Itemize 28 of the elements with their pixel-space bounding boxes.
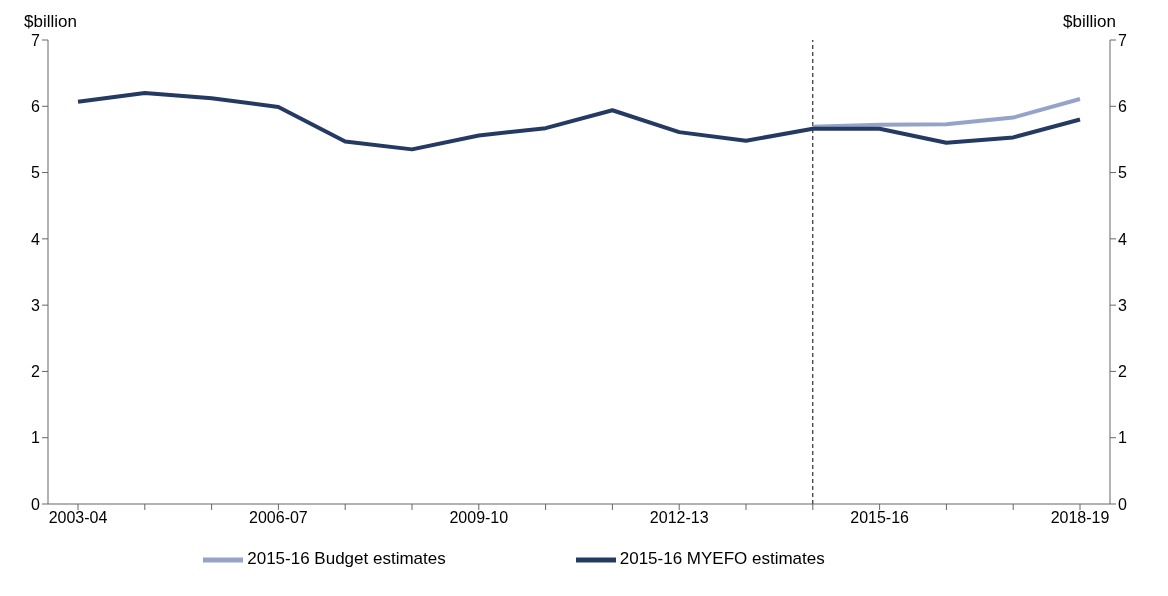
y2-tick-label: 2 xyxy=(1118,363,1127,381)
y-tick-label: 4 xyxy=(31,230,41,248)
x-tick-label: 2012-13 xyxy=(649,509,709,527)
line-series xyxy=(76,91,1082,152)
y-tick-label: 1 xyxy=(31,429,41,447)
y-tick-label: 6 xyxy=(31,97,41,115)
x-tick-label: 2018-19 xyxy=(1050,509,1110,527)
x-tick-label: 2015-16 xyxy=(850,509,910,527)
line-series xyxy=(810,96,1082,129)
y-tick-label: 5 xyxy=(31,164,41,182)
y2-tick-label: 7 xyxy=(1118,31,1127,49)
y2-tick-label: 0 xyxy=(1118,495,1127,513)
y-tick-label: 2 xyxy=(31,363,41,381)
y-tick-label: 7 xyxy=(31,31,41,49)
y-axis-title: $billion xyxy=(24,12,77,32)
y2-tick-label: 1 xyxy=(1118,429,1127,447)
x-tick-label: 2009-10 xyxy=(449,509,509,527)
legend-label: 2015-16 MYEFO estimates xyxy=(619,549,825,569)
y2-axis-title: $billion xyxy=(1063,12,1116,32)
y-tick-label: 0 xyxy=(31,495,41,513)
x-tick-label: 2003-04 xyxy=(48,509,108,527)
x-tick-label: 2006-07 xyxy=(249,509,308,527)
y2-tick-label: 6 xyxy=(1118,97,1127,115)
y2-tick-label: 4 xyxy=(1118,230,1127,248)
y2-tick-label: 3 xyxy=(1118,296,1127,314)
y2-tick-label: 5 xyxy=(1118,164,1127,182)
y-tick-label: 3 xyxy=(31,296,41,314)
legend-label: 2015-16 Budget estimates xyxy=(247,549,446,569)
